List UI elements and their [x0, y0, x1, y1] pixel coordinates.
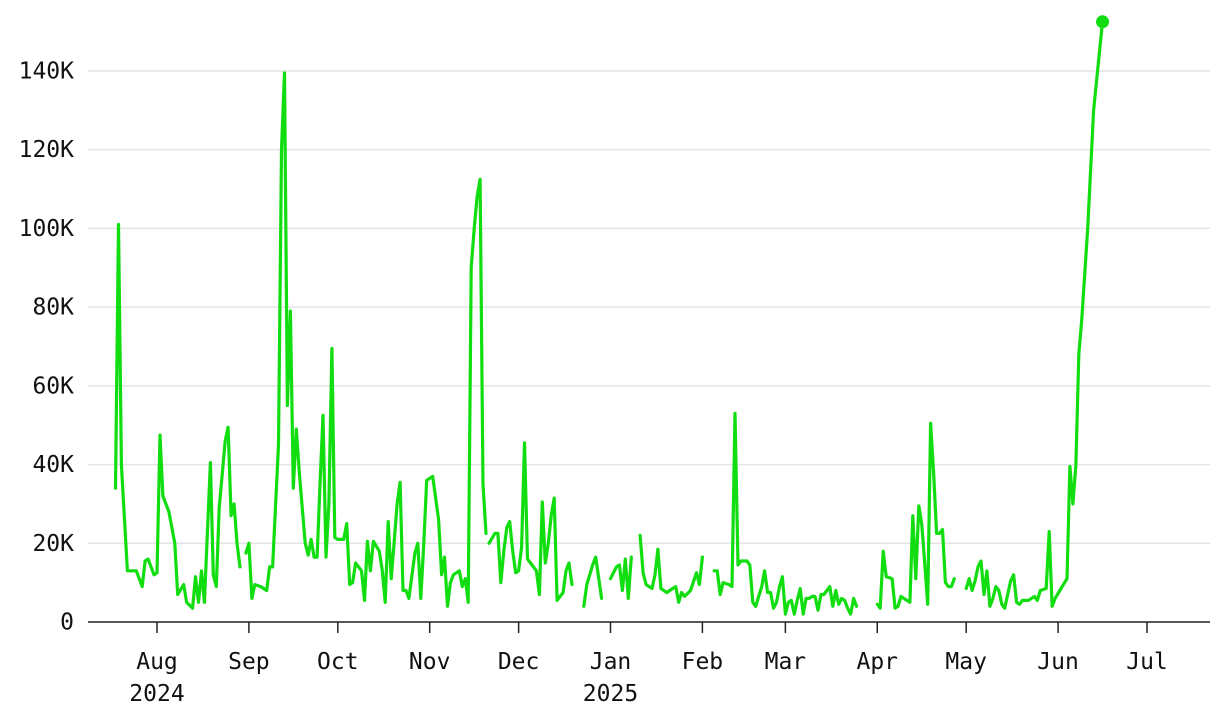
y-tick-label: 40K	[32, 452, 74, 478]
x-tick-label: Feb	[682, 649, 724, 675]
series-line-segment	[638, 533, 704, 604]
x-tick-label: Apr	[856, 649, 898, 675]
series-line-segment	[608, 555, 633, 600]
x-tick-label: Mar	[765, 649, 807, 675]
series-line-segment	[964, 20, 1105, 610]
x-tick-label: Jun	[1037, 649, 1079, 675]
y-tick-label: 120K	[19, 137, 75, 163]
series-line-segment	[487, 441, 574, 602]
y-tick-label: 100K	[19, 216, 75, 242]
x-tick-label: Dec	[498, 649, 540, 675]
series-line-segment	[582, 555, 604, 608]
y-tick-label: 20K	[32, 531, 74, 557]
y-axis-tick-labels: 0 20K 40K 60K 80K 100K 120K 140K	[19, 59, 75, 636]
y-tick-label: 140K	[19, 59, 75, 85]
series-line-group	[113, 15, 1110, 616]
x-tick-label: Oct	[317, 649, 359, 675]
series-line-segment	[875, 421, 956, 610]
x-tick-year-label: 2025	[583, 681, 638, 707]
gridlines	[88, 70, 1210, 545]
series-line-segment	[712, 411, 859, 616]
x-tick-label: Jan	[590, 649, 632, 675]
series-line-segment	[113, 222, 242, 610]
x-tick-label: Nov	[409, 649, 451, 675]
y-tick-label: 0	[60, 610, 74, 636]
series-line-segment	[244, 71, 488, 608]
y-tick-label: 80K	[32, 295, 74, 321]
x-tick-label: Jul	[1126, 649, 1168, 675]
end-point-marker	[1096, 15, 1110, 29]
x-axis-ticks: Aug 2024 Sep Oct Nov Dec Jan 2025 Feb Mar Apr May Ju…	[129, 622, 1168, 707]
x-tick-year-label: 2024	[129, 681, 184, 707]
x-tick-label: May	[945, 649, 987, 675]
y-tick-label: 60K	[32, 373, 74, 399]
x-tick-label: Sep	[228, 649, 270, 675]
x-tick-label: Aug	[136, 649, 178, 675]
